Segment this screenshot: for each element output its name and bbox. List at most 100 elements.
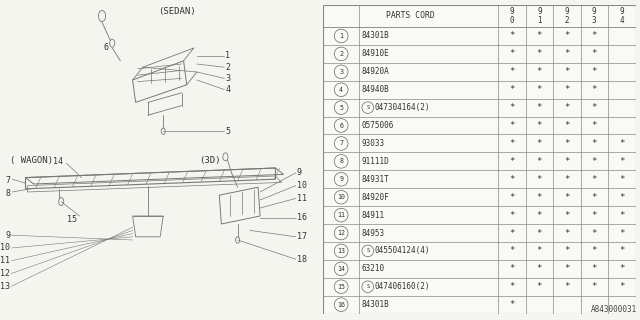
- Text: *: *: [564, 139, 570, 148]
- Text: *: *: [509, 264, 515, 273]
- Text: *: *: [591, 228, 597, 237]
- Text: 14: 14: [53, 157, 63, 166]
- Text: 4: 4: [225, 85, 230, 94]
- Text: 9
2: 9 2: [564, 7, 569, 25]
- Text: *: *: [536, 211, 542, 220]
- Text: *: *: [509, 121, 515, 130]
- Text: 84920F: 84920F: [362, 193, 389, 202]
- Text: 11: 11: [0, 256, 10, 265]
- Text: *: *: [564, 67, 570, 76]
- Text: 8: 8: [339, 158, 343, 164]
- Text: 93033: 93033: [362, 139, 385, 148]
- Text: 9: 9: [297, 168, 302, 177]
- Text: *: *: [536, 103, 542, 112]
- Text: *: *: [591, 121, 597, 130]
- Text: *: *: [619, 193, 625, 202]
- Text: *: *: [591, 139, 597, 148]
- Text: 9
0: 9 0: [509, 7, 514, 25]
- Text: *: *: [509, 49, 515, 58]
- Text: 18: 18: [297, 255, 307, 264]
- Text: PARTS CORD: PARTS CORD: [387, 12, 435, 20]
- Text: S: S: [366, 284, 369, 289]
- Text: *: *: [509, 228, 515, 237]
- Text: *: *: [564, 264, 570, 273]
- Text: *: *: [591, 175, 597, 184]
- Text: 047304164(2): 047304164(2): [374, 103, 430, 112]
- Text: 1: 1: [339, 33, 343, 39]
- Text: *: *: [536, 228, 542, 237]
- Text: *: *: [509, 157, 515, 166]
- Text: *: *: [536, 246, 542, 255]
- Text: *: *: [591, 282, 597, 291]
- Text: *: *: [591, 193, 597, 202]
- Text: 10: 10: [337, 194, 345, 200]
- Text: *: *: [619, 211, 625, 220]
- Text: 16: 16: [297, 213, 307, 222]
- Text: 9
1: 9 1: [537, 7, 541, 25]
- Text: *: *: [619, 157, 625, 166]
- Text: S: S: [366, 248, 369, 253]
- Text: 13: 13: [0, 282, 10, 291]
- Text: *: *: [591, 211, 597, 220]
- Text: 10: 10: [297, 181, 307, 190]
- Text: *: *: [509, 139, 515, 148]
- Text: S: S: [366, 105, 369, 110]
- Text: 15: 15: [337, 284, 345, 290]
- Text: A843000031: A843000031: [591, 305, 637, 314]
- Text: 7: 7: [339, 140, 343, 147]
- Text: 84940B: 84940B: [362, 85, 389, 94]
- Text: 8: 8: [5, 189, 10, 198]
- Text: *: *: [564, 211, 570, 220]
- Text: 11: 11: [337, 212, 345, 218]
- Text: *: *: [591, 31, 597, 41]
- Text: *: *: [564, 103, 570, 112]
- Text: 13: 13: [337, 248, 345, 254]
- Text: 11: 11: [297, 194, 307, 203]
- Text: *: *: [591, 264, 597, 273]
- Text: *: *: [564, 157, 570, 166]
- Text: 5: 5: [339, 105, 343, 111]
- Text: (3D): (3D): [199, 156, 220, 164]
- Text: *: *: [509, 103, 515, 112]
- Text: *: *: [536, 282, 542, 291]
- Text: *: *: [619, 139, 625, 148]
- Text: *: *: [536, 139, 542, 148]
- Text: 63210: 63210: [362, 264, 385, 273]
- Text: 91111D: 91111D: [362, 157, 389, 166]
- Text: *: *: [619, 228, 625, 237]
- Text: ( WAGON): ( WAGON): [10, 156, 53, 164]
- Text: 6: 6: [103, 44, 108, 52]
- Text: 045504124(4): 045504124(4): [374, 246, 430, 255]
- Text: *: *: [536, 175, 542, 184]
- Text: 3: 3: [225, 74, 230, 83]
- Text: 1: 1: [225, 52, 230, 60]
- Text: 2: 2: [225, 63, 230, 72]
- Text: 12: 12: [0, 269, 10, 278]
- Text: 84301B: 84301B: [362, 300, 389, 309]
- Text: *: *: [619, 175, 625, 184]
- Text: 84953: 84953: [362, 228, 385, 237]
- Text: 9: 9: [339, 176, 343, 182]
- Text: *: *: [591, 103, 597, 112]
- Text: 9: 9: [5, 231, 10, 240]
- Text: *: *: [591, 49, 597, 58]
- Text: *: *: [564, 85, 570, 94]
- Text: *: *: [564, 175, 570, 184]
- Text: *: *: [509, 85, 515, 94]
- Text: *: *: [536, 157, 542, 166]
- Text: *: *: [564, 246, 570, 255]
- Text: *: *: [536, 31, 542, 41]
- Text: 17: 17: [297, 232, 307, 241]
- Text: 16: 16: [337, 302, 345, 308]
- Text: 12: 12: [337, 230, 345, 236]
- Text: 14: 14: [337, 266, 345, 272]
- Text: *: *: [591, 246, 597, 255]
- Text: *: *: [564, 282, 570, 291]
- Text: (SEDAN): (SEDAN): [158, 7, 196, 16]
- Text: *: *: [591, 85, 597, 94]
- Text: *: *: [619, 264, 625, 273]
- Text: 15: 15: [67, 215, 77, 224]
- Text: *: *: [509, 282, 515, 291]
- Text: *: *: [509, 300, 515, 309]
- Text: *: *: [564, 49, 570, 58]
